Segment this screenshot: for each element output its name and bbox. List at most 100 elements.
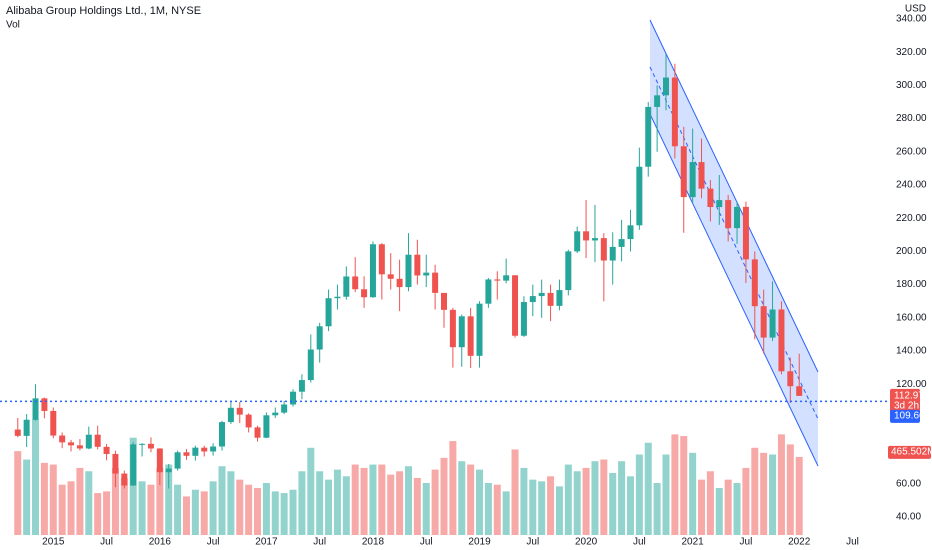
- volume-bar: [182, 496, 190, 535]
- y-tick-label: 320.00: [896, 47, 927, 58]
- candle-body: [174, 452, 181, 469]
- candle-body: [476, 303, 483, 356]
- volume-bar: [724, 479, 732, 535]
- candle-body: [41, 398, 48, 411]
- x-tick-label: Jul: [846, 537, 859, 548]
- candle-body: [494, 279, 501, 281]
- y-tick-label: 300.00: [896, 80, 927, 91]
- candle-body: [574, 231, 581, 252]
- volume-bar: [618, 461, 626, 535]
- candle-body: [707, 188, 714, 208]
- volume-bar: [769, 454, 777, 535]
- candle-body: [121, 473, 128, 486]
- candle-body: [76, 445, 83, 449]
- candle-body: [325, 298, 332, 327]
- volume-bar: [351, 464, 359, 535]
- volume-bar: [689, 452, 697, 535]
- volume-bar: [111, 467, 119, 535]
- candle-body: [600, 238, 607, 261]
- candle-body: [734, 206, 741, 229]
- volume-bar: [14, 451, 22, 535]
- volume-bar: [609, 472, 617, 535]
- x-tick-label: 2018: [362, 537, 385, 548]
- volume-bar: [298, 471, 306, 535]
- y-tick-label: 240.00: [896, 180, 927, 191]
- volume-bar: [582, 467, 590, 535]
- candle-body: [130, 444, 137, 486]
- candle-body: [742, 206, 749, 260]
- candle-body: [503, 275, 510, 281]
- x-tick-label: Jul: [740, 537, 753, 548]
- candle-body: [760, 306, 767, 338]
- volume-bar: [103, 491, 111, 535]
- hline-box: [890, 409, 920, 423]
- volume-bar: [316, 471, 324, 535]
- last-price-box: [890, 388, 920, 413]
- volume-bar: [342, 476, 350, 535]
- candle-layer: [14, 53, 803, 489]
- candle-body: [183, 452, 190, 456]
- candle-body: [663, 77, 669, 96]
- volume-bar: [600, 459, 608, 535]
- y-tick-label: 60.00: [896, 478, 921, 489]
- volume-bar: [751, 447, 759, 535]
- x-tick-label: Jul: [633, 537, 646, 548]
- volume-bar: [76, 467, 84, 535]
- candle-body: [14, 429, 21, 436]
- volume-bar: [715, 488, 723, 535]
- last-price-label: 112.97: [894, 391, 924, 402]
- y-tick-label: 220.00: [896, 213, 927, 224]
- volume-bar: [191, 489, 199, 535]
- volume-bar: [307, 447, 315, 535]
- volume-bar: [547, 476, 555, 535]
- volume-bar: [227, 471, 235, 535]
- candle-body: [556, 290, 563, 306]
- channel-upper: [649, 19, 819, 373]
- volume-bar: [467, 464, 475, 535]
- candle-body: [547, 292, 554, 306]
- volume-bar: [520, 467, 528, 535]
- candle-body: [529, 296, 536, 303]
- volume-bar: [422, 483, 430, 535]
- candle-body: [583, 231, 590, 241]
- volume-bar: [40, 462, 48, 535]
- x-tick-label: 2021: [682, 537, 705, 548]
- volume-bar: [23, 459, 31, 535]
- candle-body: [796, 386, 803, 396]
- x-tick-label: 2022: [788, 537, 811, 548]
- volume-bar: [218, 466, 226, 535]
- x-tick-label: Jul: [207, 537, 220, 548]
- volume-bar: [271, 491, 279, 535]
- candle-body: [387, 274, 394, 279]
- volume-bar: [795, 456, 803, 535]
- candle-body: [263, 415, 270, 438]
- volume-bar: [538, 481, 546, 535]
- x-tick-label: Jul: [313, 537, 326, 548]
- candle-body: [32, 398, 39, 420]
- candle-body: [94, 434, 101, 447]
- candle-body: [591, 238, 598, 241]
- volume-bar: [777, 434, 785, 535]
- candle-body: [23, 419, 30, 436]
- volume-layer: [14, 419, 803, 535]
- chart-title: Alibaba Group Holdings Ltd., 1M, NYSE: [6, 5, 201, 17]
- volume-bar: [85, 471, 93, 535]
- candle-body: [156, 448, 163, 473]
- candle-body: [103, 446, 110, 454]
- candle-body: [352, 276, 359, 290]
- currency: USD: [905, 4, 926, 15]
- volume-bar: [200, 491, 208, 535]
- volume-bar: [698, 479, 706, 535]
- y-tick-label: 140.00: [896, 346, 927, 357]
- volume-bar: [591, 461, 599, 535]
- x-tick-label: 2020: [575, 537, 598, 548]
- volume-bar: [449, 441, 457, 535]
- x-tick-label: Jul: [100, 537, 113, 548]
- x-tick-label: Jul: [526, 537, 539, 548]
- volume-bar: [236, 479, 244, 535]
- candle-body: [290, 391, 297, 405]
- volume-bar: [671, 434, 679, 535]
- volume-bar: [573, 471, 581, 535]
- volume-bar: [431, 469, 439, 535]
- volume-box: [888, 445, 931, 459]
